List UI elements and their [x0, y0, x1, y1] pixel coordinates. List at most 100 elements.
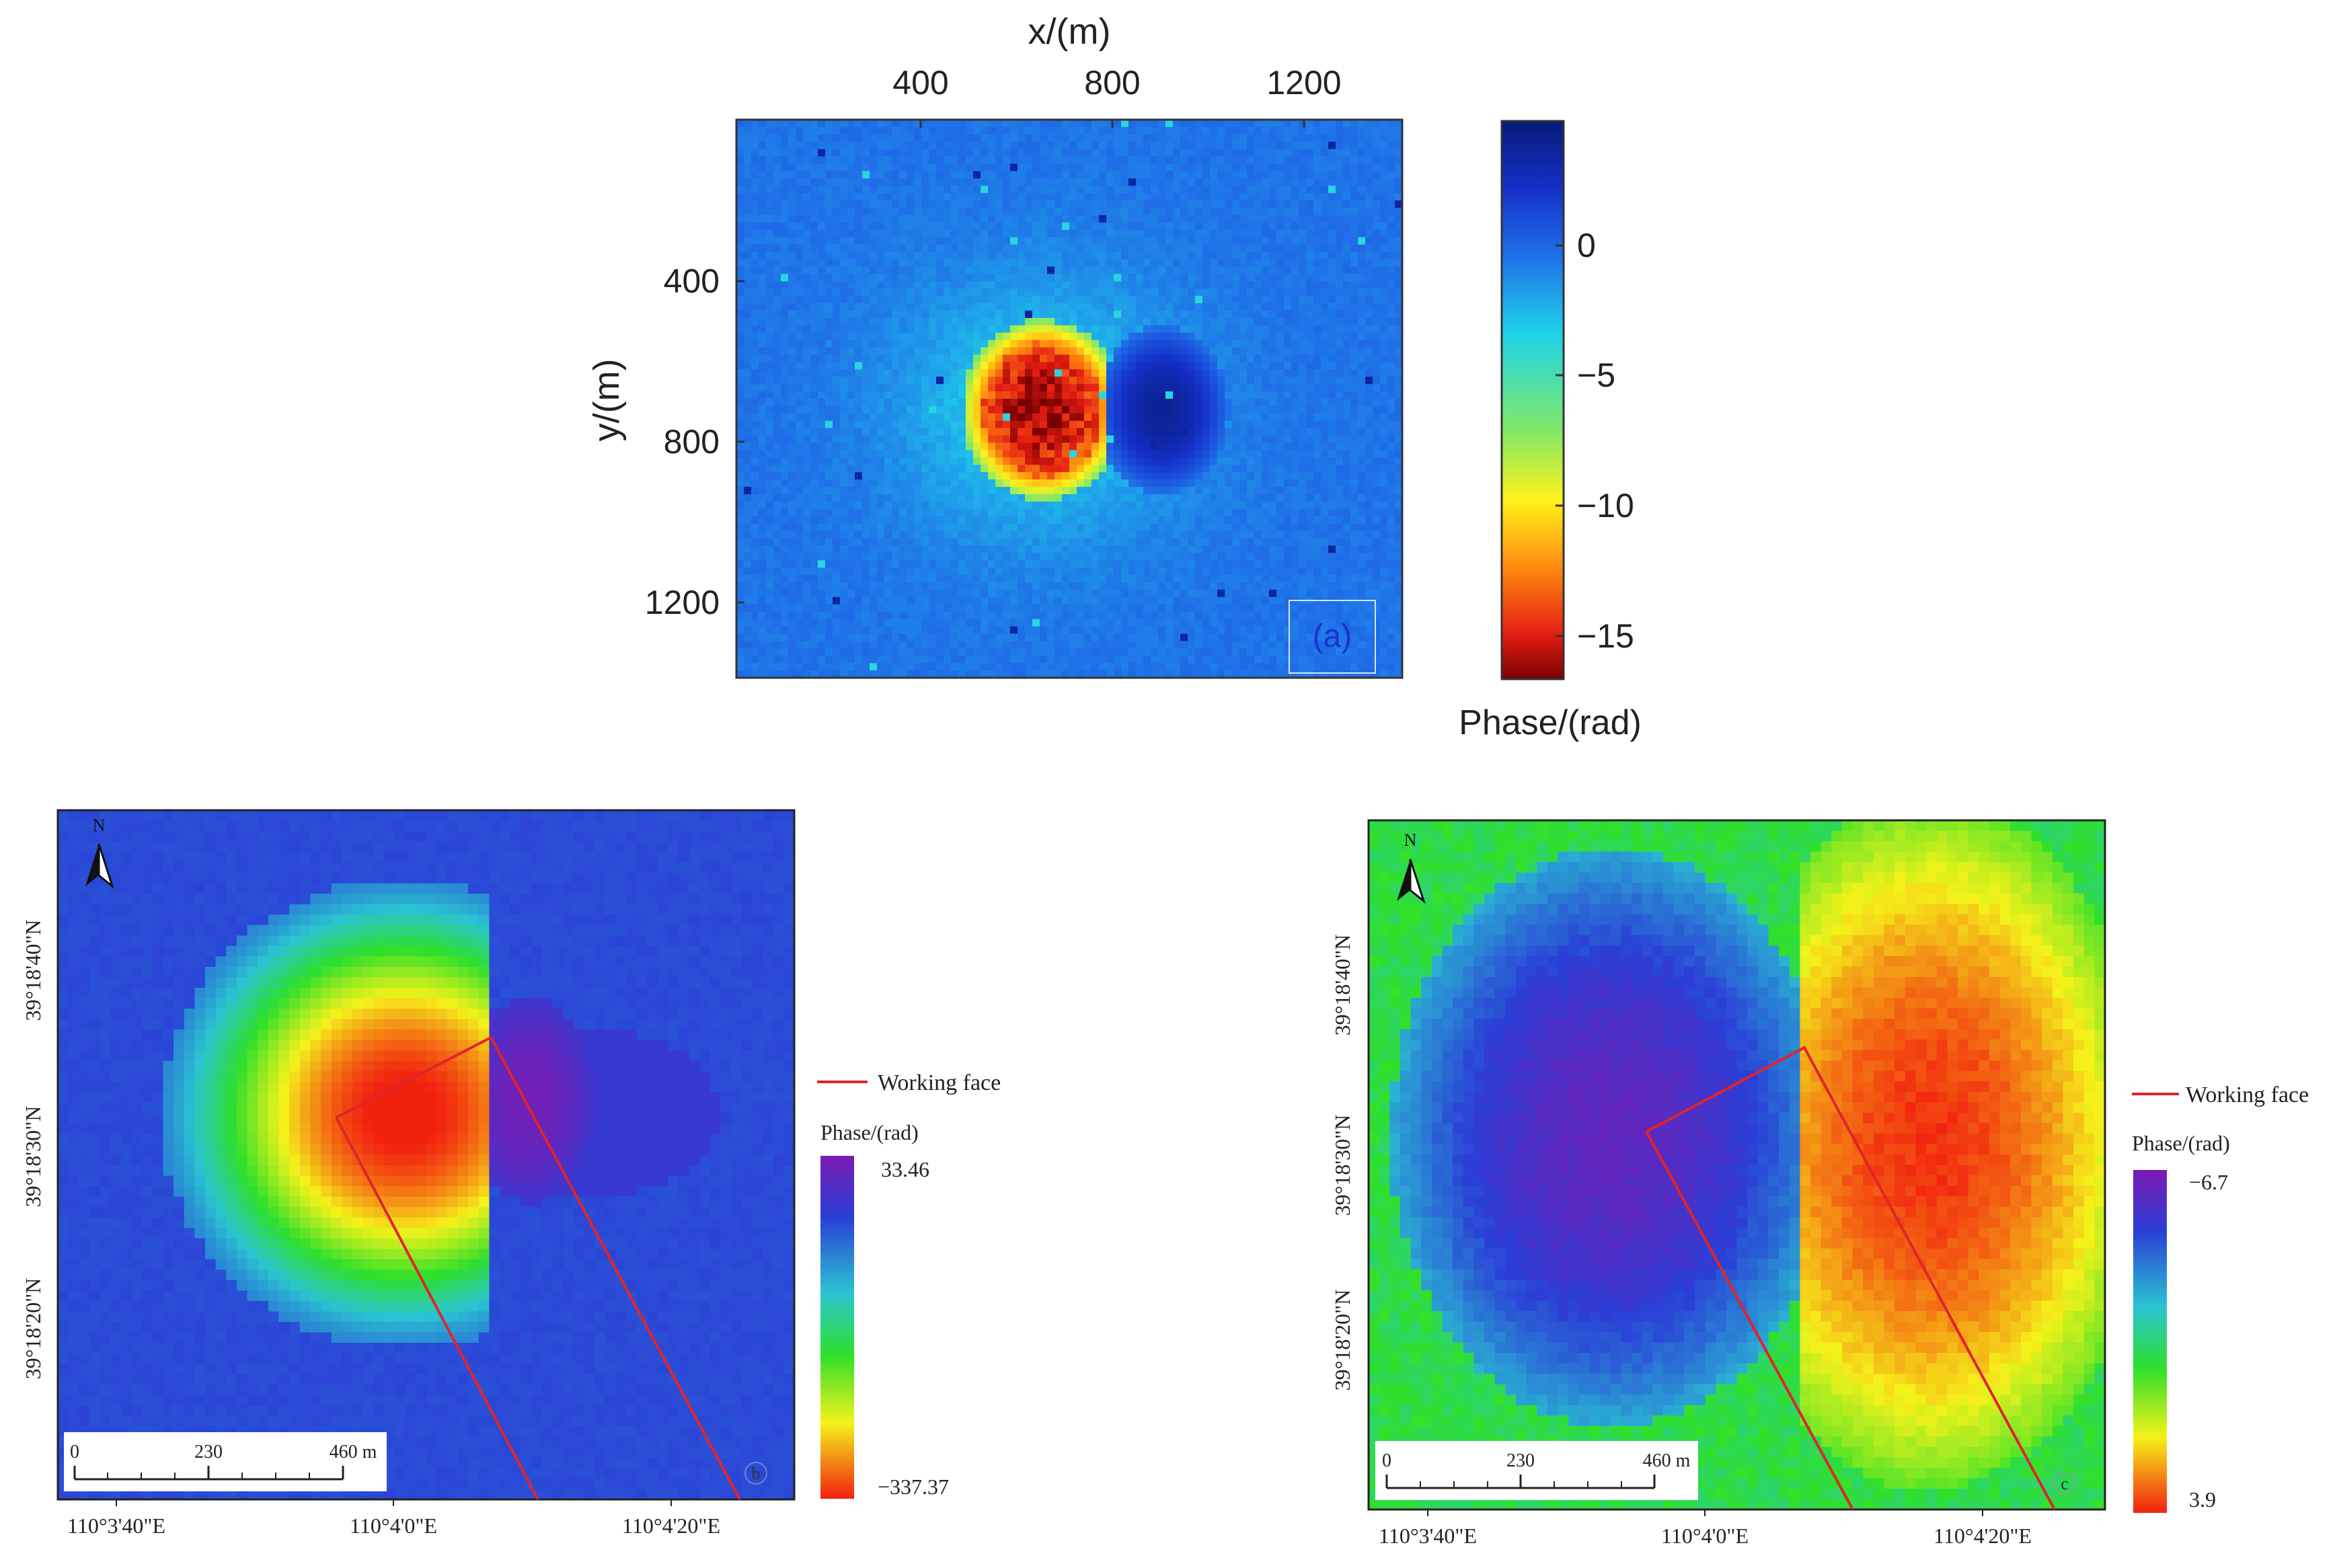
panel-a-heatmap-cell — [1173, 494, 1181, 502]
panel-a-heatmap-cell — [1210, 391, 1218, 399]
panel-a-heatmap-cell — [1321, 126, 1329, 135]
panel-a-heatmap-cell — [1084, 303, 1092, 311]
panel-a-heatmap-cell — [1262, 266, 1270, 275]
panel-a-heatmap-cell — [929, 472, 937, 480]
panel-a-heatmap-cell — [988, 193, 996, 201]
panel-a-heatmap-cell — [759, 193, 767, 201]
panel-a-heatmap-cell — [1350, 457, 1358, 466]
panel-a-heatmap-cell — [1158, 215, 1166, 223]
panel-a-heatmap-cell — [1328, 288, 1336, 297]
panel-a-heatmap-cell — [1099, 494, 1107, 502]
panel-a-heatmap-cell — [870, 362, 878, 370]
panel-a-heatmap-cell — [847, 465, 855, 473]
panel-a-heatmap-cell — [1180, 508, 1188, 517]
panel-a-heatmap-cell — [1084, 229, 1092, 238]
panel-a-heatmap-cell — [803, 120, 811, 128]
panel-a-heatmap-cell — [936, 516, 944, 524]
panel-a-heatmap-cell — [988, 420, 996, 429]
panel-a-heatmap-cell — [958, 244, 966, 253]
panel-a-heatmap-cell — [1387, 340, 1395, 348]
panel-a-heatmap-cell — [1069, 296, 1077, 304]
panel-a-heatmap-cell — [870, 200, 878, 208]
panel-a-heatmap-cell — [810, 384, 818, 392]
panel-a-heatmap-cell — [1328, 244, 1336, 253]
panel-a-heatmap-cell — [1239, 156, 1248, 165]
panel-a-heatmap-cell — [781, 266, 789, 275]
panel-a-heatmap-cell — [759, 332, 767, 341]
panel-a-heatmap-cell — [1373, 296, 1381, 304]
panel-a-heatmap-cell — [1328, 472, 1336, 480]
panel-a-heatmap-cell — [929, 178, 937, 187]
panel-a-heatmap-cell — [847, 479, 855, 487]
panel-a-heatmap-cell — [1106, 288, 1114, 297]
panel-a-heatmap-cell — [1269, 399, 1277, 407]
panel-a-heatmap-cell — [899, 465, 907, 473]
panel-a-heatmap-cell — [884, 413, 892, 422]
panel-a-heatmap-cell — [1158, 296, 1166, 304]
panel-a-heatmap-cell — [958, 516, 966, 524]
panel-a-heatmap-cell — [1336, 472, 1344, 480]
panel-a-heatmap-cell — [773, 435, 781, 444]
panel-a-heatmap-cell — [877, 251, 885, 260]
panel-a-heatmap-cell — [877, 405, 885, 414]
panel-a-heatmap-cell — [995, 479, 1003, 487]
panel-a-heatmap-cell — [1269, 325, 1277, 334]
panel-a-heatmap-cell — [1358, 317, 1366, 326]
panel-a-heatmap-cell — [1091, 186, 1100, 194]
panel-a-heatmap-cell — [981, 442, 989, 451]
panel-a-heatmap-cell — [1225, 120, 1233, 128]
panel-a-heatmap-cell — [958, 340, 966, 348]
panel-a-heatmap-cell — [1158, 281, 1166, 289]
panel-a-heatmap-cell — [951, 266, 959, 275]
panel-a-heatmap-cell — [1210, 516, 1218, 524]
panel-a-heatmap-cell — [1387, 274, 1395, 282]
panel-a-heatmap-cell — [899, 362, 907, 370]
panel-a-heatmap-cell — [1269, 296, 1277, 304]
panel-a-heatmap-cell — [884, 310, 892, 319]
panel-a-heatmap-cell — [973, 405, 981, 414]
panel-a-heatmap-cell — [1055, 399, 1063, 407]
panel-a-heatmap-cell — [921, 332, 929, 341]
panel-a-heatmap-cell — [1121, 391, 1129, 399]
panel-a-heatmap-cell — [973, 354, 981, 363]
panel-a-heatmap-cell — [966, 281, 974, 289]
panel-a-heatmap-cell — [1114, 450, 1122, 459]
panel-a-heatmap-cell — [1321, 259, 1329, 268]
panel-a-heatmap-cell — [1062, 237, 1070, 245]
panel-a-heatmap-cell — [1195, 325, 1203, 334]
panel-a-heatmap-cell — [840, 450, 848, 459]
panel-a-heatmap-cell — [892, 274, 900, 282]
panel-a-heatmap-cell — [773, 479, 781, 487]
panel-a-heatmap-cell — [1254, 377, 1262, 385]
panel-a-heatmap-cell — [1077, 163, 1085, 172]
panel-a-heatmap-cell — [1247, 516, 1255, 524]
panel-a-heatmap-cell — [877, 501, 885, 510]
panel-a-heatmap-cell — [1306, 237, 1314, 245]
panel-a-heatmap-cell — [840, 237, 848, 245]
panel-a-heatmap-cell — [1328, 413, 1336, 422]
panel-a-heatmap-cell — [1358, 126, 1366, 135]
panel-a-heatmap-cell — [855, 413, 863, 422]
panel-a-heatmap-cell — [1373, 508, 1381, 517]
panel-a-heatmap-cell — [995, 391, 1003, 399]
panel-a-heatmap-cell — [766, 163, 774, 172]
panel-a-heatmap-cell — [1077, 237, 1085, 245]
panel-a-heatmap-cell — [929, 208, 937, 216]
panel-a-heatmap-cell — [766, 149, 774, 157]
panel-a-heatmap-cell — [1106, 310, 1114, 319]
panel-a-heatmap-cell — [1047, 193, 1055, 201]
panel-a-heatmap-cell — [988, 244, 996, 253]
panel-a-heatmap-cell — [781, 413, 789, 422]
panel-a-heatmap-cell — [810, 435, 818, 444]
panel-a-heatmap-cell — [1114, 149, 1122, 157]
panel-a-heatmap-cell — [1365, 163, 1373, 172]
panel-a-heatmap-cell — [759, 303, 767, 311]
panel-a-heatmap-cell — [1084, 465, 1092, 473]
panel-a-heatmap-cell — [1306, 362, 1314, 370]
panel-a-heatmap-cell — [988, 377, 996, 385]
panel-a-heatmap-cell — [1239, 347, 1248, 356]
panel-a-heatmap-cell — [1114, 259, 1122, 268]
panel-a-heatmap-cell — [1350, 354, 1358, 363]
panel-a-heatmap-cell — [1313, 208, 1321, 216]
panel-a-heatmap-cell — [892, 251, 900, 260]
